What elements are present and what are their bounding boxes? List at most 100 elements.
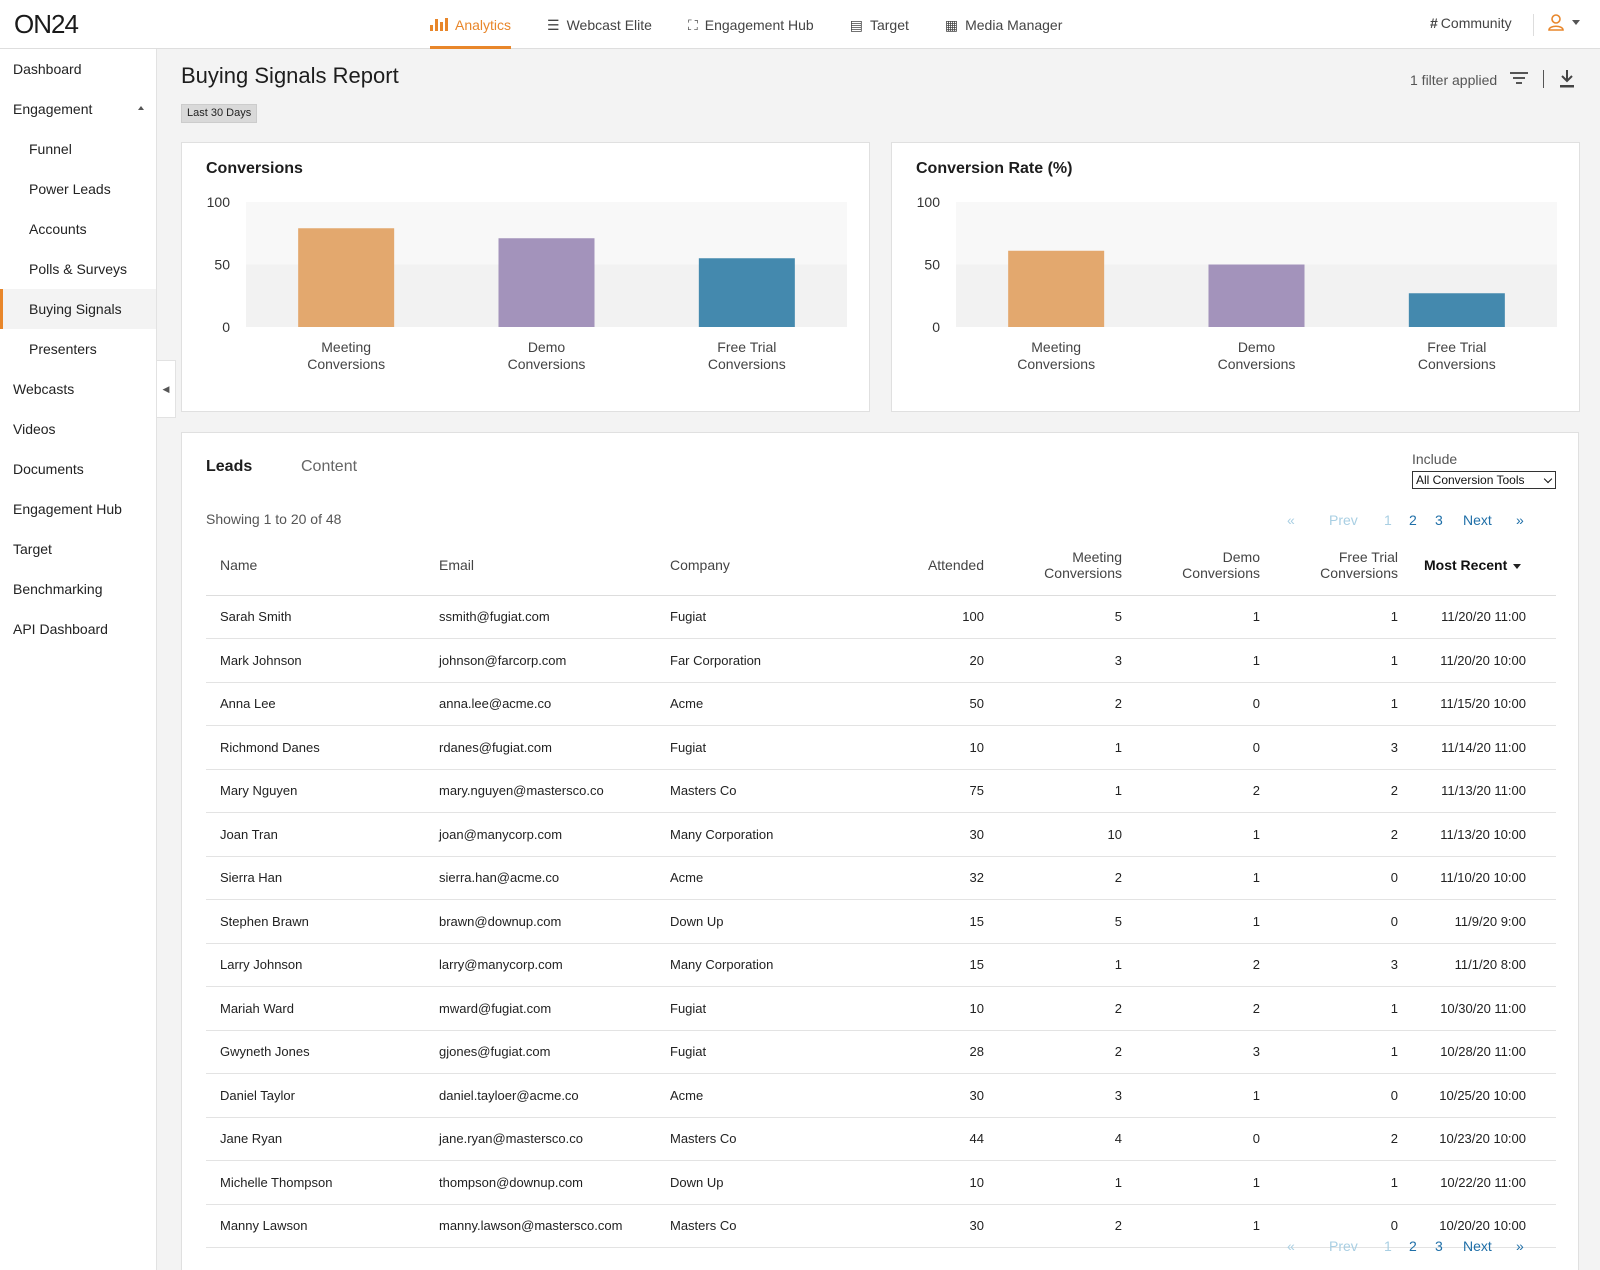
results-count: Showing 1 to 20 of 48 [206,511,342,527]
lead-email: larry@manycorp.com [439,943,670,987]
on24-logo[interactable]: ON24 [14,9,79,39]
bar[interactable] [1208,264,1305,328]
pager-page-2[interactable]: 2 [1409,1238,1417,1254]
table-row: Sierra Han sierra.han@acme.co Acme 32 2 1 0 11/… [206,856,1556,900]
col-demo-conversions[interactable]: Demo Conversions [1122,535,1260,596]
download-icon[interactable] [1559,69,1575,89]
nav-target[interactable]: ▤ Target [850,0,909,49]
x-tick-label: Conversions [508,356,586,372]
bar[interactable] [698,258,795,327]
sidebar-item-target[interactable]: Target [0,529,156,569]
sidebar-item-presenters[interactable]: Presenters [0,329,156,369]
lead-name-link[interactable]: Mary Nguyen [206,769,439,813]
sidebar-item-webcasts[interactable]: Webcasts [0,369,156,409]
x-tick-label: Free Trial [717,339,776,355]
lead-company: Down Up [670,899,880,944]
sidebar-item-buying-signals[interactable]: Buying Signals [0,289,156,329]
lead-free-trial-conversions: 3 [1260,725,1398,770]
pager-last[interactable]: » [1516,512,1524,528]
pager-page-2[interactable]: 2 [1409,512,1417,528]
col-name[interactable]: Name [206,535,439,596]
lead-most-recent: 10/30/20 11:00 [1398,986,1556,1031]
sidebar-item-funnel[interactable]: Funnel [0,129,156,169]
lead-name-link[interactable]: Sierra Han [206,856,439,900]
sidebar-item-power-leads[interactable]: Power Leads [0,169,156,209]
lead-email: thompson@downup.com [439,1160,670,1205]
lead-name-link[interactable]: Richmond Danes [206,725,439,770]
tab-content[interactable]: Content [301,458,358,475]
nav-analytics[interactable]: Analytics [430,0,512,49]
sidebar-item-engagement[interactable]: Engagement [0,89,156,129]
filter-icon[interactable] [1510,72,1528,86]
col-attended[interactable]: Attended [880,535,984,596]
include-select[interactable]: All Conversion Tools [1412,471,1556,489]
community-link[interactable]: # Community [1430,15,1512,31]
lead-name-link[interactable]: Mariah Ward [206,986,439,1031]
lead-attended: 100 [880,595,984,639]
lead-name-link[interactable]: Daniel Taylor [206,1073,439,1118]
sidebar-item-dashboard[interactable]: Dashboard [0,49,156,89]
lead-name-link[interactable]: Larry Johnson [206,943,439,987]
table-row: Sarah Smith ssmith@fugiat.com Fugiat 100 5 1 1… [206,595,1556,639]
user-menu-chevron-icon[interactable] [1572,20,1580,25]
pager-prev[interactable]: Prev [1329,1238,1358,1254]
lead-name-link[interactable]: Mark Johnson [206,638,439,683]
sidebar-item-api-dashboard[interactable]: API Dashboard [0,609,156,649]
user-icon[interactable] [1547,13,1565,33]
sidebar-item-label: Engagement Hub [13,501,122,517]
pager-page-3[interactable]: 3 [1435,1238,1443,1254]
table-header-row: Name Email Company Attended Meeting Conve… [206,535,1556,596]
pager-page-1[interactable]: 1 [1384,512,1392,528]
pager-page-1[interactable]: 1 [1384,1238,1392,1254]
nav-media-manager[interactable]: ▦ Media Manager [945,0,1063,49]
sidebar-collapse-button[interactable]: ◀ [157,360,176,418]
sidebar-item-label: API Dashboard [13,621,108,637]
sidebar-item-benchmarking[interactable]: Benchmarking [0,569,156,609]
bar[interactable] [1008,250,1105,327]
nav-webcast-elite[interactable]: ☰ Webcast Elite [547,0,652,49]
bar-chart-icon [430,18,448,31]
date-range-badge[interactable]: Last 30 Days [181,104,258,123]
lead-name-link[interactable]: Michelle Thompson [206,1160,439,1205]
col-email[interactable]: Email [439,535,670,596]
lead-name-link[interactable]: Sarah Smith [206,595,439,639]
sidebar-item-accounts[interactable]: Accounts [0,209,156,249]
tab-leads[interactable]: Leads [206,458,253,475]
lead-company: Fugiat [670,986,880,1031]
bar[interactable] [498,238,595,327]
col-company[interactable]: Company [670,535,880,596]
sidebar-item-label: Documents [13,461,84,477]
lead-name-link[interactable]: Stephen Brawn [206,899,439,944]
lead-demo-conversions: 3 [1122,1030,1260,1074]
pager-page-3[interactable]: 3 [1435,512,1443,528]
lead-company: Down Up [670,1160,880,1205]
pager-last[interactable]: » [1516,1238,1524,1254]
sidebar-item-videos[interactable]: Videos [0,409,156,449]
pager-first[interactable]: « [1287,512,1295,528]
nav-engagement-hub[interactable]: ⛶ Engagement Hub [688,0,814,49]
lead-name-link[interactable]: Manny Lawson [206,1204,439,1248]
lead-name-link[interactable]: Anna Lee [206,682,439,726]
lead-meeting-conversions: 3 [984,1073,1122,1118]
sidebar-item-polls-surveys[interactable]: Polls & Surveys [0,249,156,289]
hash-icon: # [1430,15,1438,31]
pager-next[interactable]: Next [1463,1238,1492,1254]
lead-most-recent: 11/10/20 10:00 [1398,856,1556,900]
collapse-caret-icon[interactable] [138,106,144,110]
col-meeting-conversions[interactable]: Meeting Conversions [984,535,1122,596]
table-row: Gwyneth Jones gjones@fugiat.com Fugiat 28 2 3… [206,1030,1556,1074]
lead-name-link[interactable]: Jane Ryan [206,1117,439,1161]
lead-free-trial-conversions: 0 [1260,1204,1398,1248]
pager-prev[interactable]: Prev [1329,512,1358,528]
lead-name-link[interactable]: Gwyneth Jones [206,1030,439,1074]
bar[interactable] [298,228,395,327]
col-free-trial-conversions[interactable]: Free Trial Conversions [1260,535,1398,596]
pager-first[interactable]: « [1287,1238,1295,1254]
col-most-recent[interactable]: Most Recent [1398,535,1556,596]
lead-name-link[interactable]: Joan Tran [206,812,439,857]
col-label: Demo [1222,548,1260,565]
bar[interactable] [1408,293,1505,327]
sidebar-item-documents[interactable]: Documents [0,449,156,489]
pager-next[interactable]: Next [1463,512,1492,528]
sidebar-item-engagement-hub[interactable]: Engagement Hub [0,489,156,529]
